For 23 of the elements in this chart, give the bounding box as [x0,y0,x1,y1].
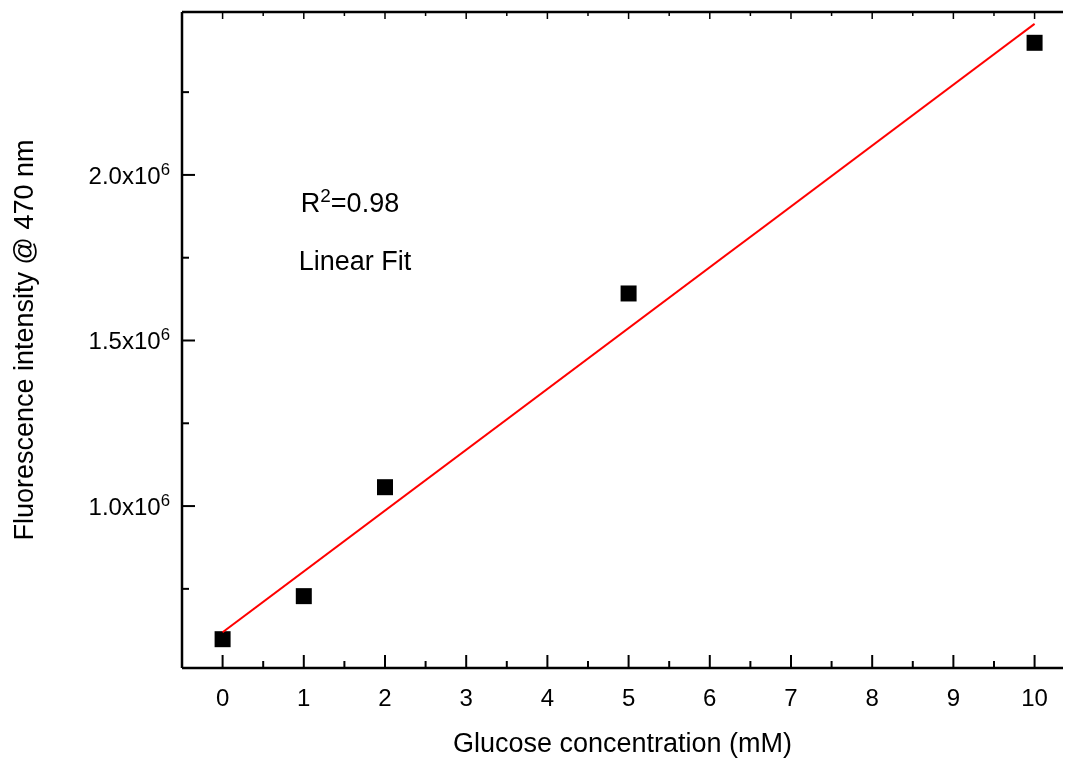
x-tick-label: 5 [621,684,636,711]
point [377,479,393,496]
x-tick-label: 8 [865,684,879,711]
point [1026,34,1043,51]
y-tick-label: 1.0x10$^{6}$ [88,490,170,521]
y-axis-title: Fluorescence intensity @ 470 nm [9,139,39,541]
x-axis-title: Glucose concentration (mM) [452,728,793,758]
x-tick-label: 10 [1021,684,1048,711]
x-tick-label: 0 [215,684,230,711]
x-tick-label: 3 [459,684,473,711]
point [620,285,637,302]
x-tick-label: 2 [378,684,392,711]
x-tick-label: 9 [946,684,961,711]
y-tick-label: 1.5x10$^{6}$ [88,325,170,355]
x-tick-label: 7 [784,684,798,711]
x-tick-label: 6 [703,684,717,711]
x-tick-label: 1 [297,684,311,711]
x-tick-label: 4 [540,684,555,711]
annotation: R$^{2}$=0.98 [300,184,400,218]
annotation: Linear Fit [298,246,412,276]
point [214,631,231,648]
y-tick-label: 2.0x10$^{6}$ [88,159,170,189]
point [295,588,312,605]
